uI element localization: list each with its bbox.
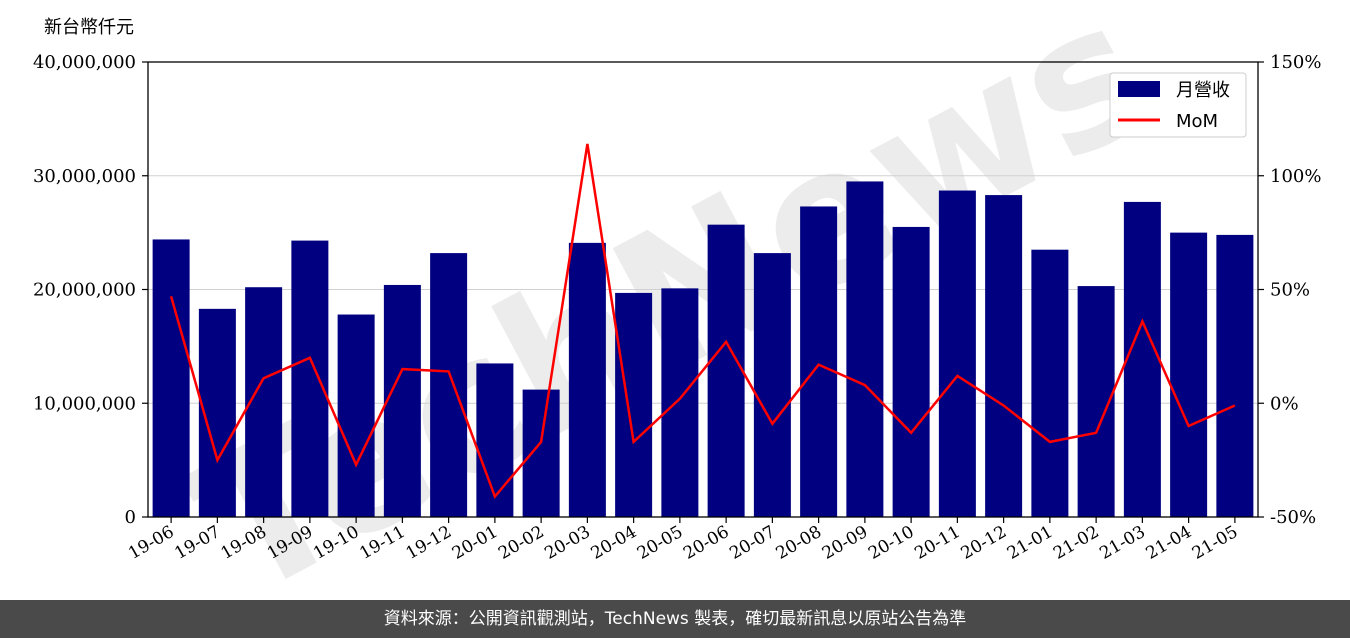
right-y-ticks: -50% 0% 50% 100% 150% — [1258, 52, 1321, 528]
y-unit-label: 新台幣仟元 — [44, 17, 134, 38]
x-tick-label: 20-07 — [726, 522, 778, 564]
x-tick-label: 19-07 — [171, 522, 223, 564]
legend-bar-label: 月營收 — [1176, 80, 1230, 101]
bar-21-05 — [1216, 234, 1254, 517]
bar-19-11 — [383, 284, 421, 517]
x-tick-label: 20-05 — [634, 522, 686, 564]
left-tick-label: 40,000,000 — [33, 52, 136, 73]
bar-21-04 — [1170, 232, 1208, 517]
x-tick-label: 20-08 — [773, 522, 825, 564]
source-footer: 資料來源：公開資訊觀測站，TechNews 製表，確切最新訊息以原站公告為準 — [0, 600, 1350, 638]
x-tick-label: 20-11 — [911, 522, 963, 564]
bar-20-06 — [707, 224, 745, 517]
x-tick-label: 21-04 — [1143, 522, 1195, 564]
bar-20-04 — [615, 292, 653, 517]
bar-20-02 — [522, 389, 560, 517]
right-tick-label: -50% — [1270, 507, 1316, 528]
x-tick-label: 20-04 — [588, 522, 640, 564]
bar-20-12 — [985, 195, 1023, 517]
x-tick-label: 20-12 — [958, 522, 1010, 564]
bar-21-01 — [1031, 249, 1069, 517]
mom-line — [169, 143, 1236, 499]
x-tick-label: 20-09 — [819, 522, 871, 564]
x-tick-label: 21-01 — [1004, 522, 1056, 564]
left-y-ticks: 0 10,000,000 20,000,000 30,000,000 40,000,00… — [33, 52, 148, 528]
left-tick-label: 30,000,000 — [33, 166, 136, 187]
bar-20-11 — [938, 190, 976, 517]
x-tick-label: 20-02 — [495, 522, 547, 564]
bar-19-10 — [337, 314, 375, 517]
bar-20-05 — [661, 288, 699, 517]
bar-20-03 — [568, 242, 606, 518]
bar-19-09 — [291, 240, 329, 517]
legend-bar-swatch — [1118, 81, 1160, 97]
right-tick-label: 150% — [1270, 52, 1321, 73]
revenue-chart: TechNews 010,000,00020,000,00030,000,000… — [33, 0, 1322, 600]
left-tick-label: 10,000,000 — [33, 393, 136, 414]
x-tick-label: 20-10 — [865, 522, 917, 564]
legend-line-label: MoM — [1176, 111, 1218, 132]
legend: 月營收 MoM — [1109, 72, 1247, 138]
bar-19-06 — [152, 239, 190, 517]
bar-19-12 — [430, 253, 468, 517]
x-tick-label: 20-03 — [541, 522, 593, 564]
bar-20-10 — [892, 226, 930, 517]
bar-20-09 — [846, 181, 884, 517]
bar-series — [152, 181, 1254, 518]
x-tick-label: 20-06 — [680, 522, 732, 564]
bar-20-01 — [476, 363, 514, 517]
bar-20-08 — [800, 206, 838, 517]
left-tick-label: 20,000,000 — [33, 280, 136, 301]
footer-text: 資料來源：公開資訊觀測站，TechNews 製表，確切最新訊息以原站公告為準 — [383, 609, 967, 629]
bar-21-03 — [1123, 201, 1161, 517]
x-tick-label: 21-02 — [1050, 522, 1102, 564]
right-tick-label: 100% — [1270, 166, 1321, 187]
mom-line-series — [169, 143, 1236, 499]
x-tick-label: 21-05 — [1189, 522, 1241, 564]
x-tick-label: 19-06 — [125, 522, 177, 564]
right-tick-label: 50% — [1270, 280, 1310, 301]
bar-20-07 — [753, 253, 791, 517]
x-tick-label: 21-03 — [1096, 522, 1148, 564]
left-tick-label: 0 — [125, 507, 136, 528]
right-tick-label: 0% — [1270, 393, 1299, 414]
